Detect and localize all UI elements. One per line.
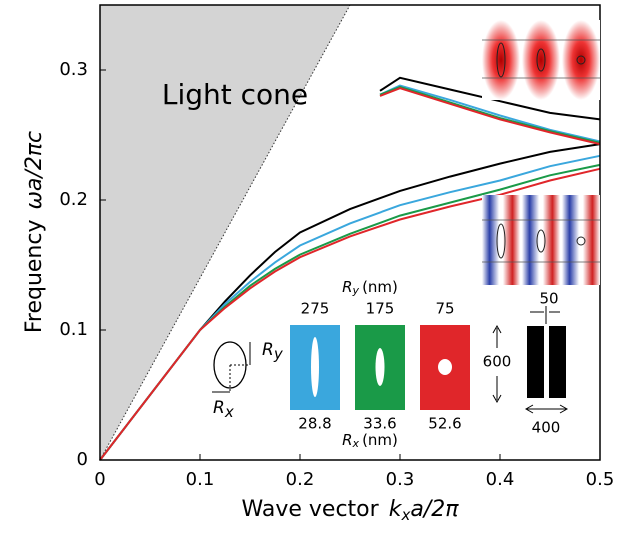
field-image [562,20,600,100]
unit: (nm) [362,431,398,449]
x-tick-label: 0.5 [586,469,615,490]
label-text: Frequency [22,220,47,334]
inset: Ry(nm) 275 175 75 28.8 33.6 52.6 Rx(nm) … [212,278,567,451]
slot-width: 400 [532,419,561,437]
subscript: x [400,506,410,524]
slot-bar [549,326,566,398]
subscript: y [273,345,284,363]
hole [438,359,452,375]
subscript: x [224,403,234,421]
x-tick-label: 0.1 [186,469,215,490]
subscript: y [352,284,360,297]
label-rest: a/2π [410,497,459,522]
slot-gap: 50 [539,290,558,308]
label-tail: c [22,131,47,143]
y-tick-label: 0.2 [59,189,88,210]
rx-value: 28.8 [298,415,331,433]
subscript: x [352,437,360,450]
ellipse-ry: Ry [262,340,284,363]
y-tick-label: 0.1 [59,319,88,340]
x-tick-label: 0 [94,469,105,490]
field-profiles [482,20,600,285]
x-tick-label: 0.2 [286,469,315,490]
field-image [562,195,600,285]
y-axis-label: Frequency ωa/2πc [22,131,47,333]
ry-value: 275 [301,300,330,318]
rx-footer: Rx(nm) [342,431,398,451]
ellipse-rx: Rx [213,398,234,421]
hole [311,337,319,397]
label-text: Wave vector [242,497,380,522]
field-image [522,20,560,100]
slot-bar [527,326,544,398]
field-image [482,195,520,285]
light-cone-label: Light cone [162,78,308,111]
x-tick-label: 0.3 [386,469,415,490]
symbol: ω [22,191,47,209]
field-image [482,20,520,100]
label-rest: a/2π [22,142,47,191]
x-tick-label: 0.4 [486,469,515,490]
ry-value: 75 [435,300,454,318]
slot-height: 600 [483,353,512,371]
symbol: R [262,340,274,360]
gap-arrow [530,306,560,324]
rx-value: 52.6 [428,415,461,433]
width-arrow [526,405,567,413]
ry-value: 175 [366,300,395,318]
y-tick-label: 0.3 [59,59,88,80]
chart: Light cone00.10.20.30.40.500.10.20.3 Ry(… [0,0,628,535]
field-image [522,195,560,285]
symbol: R [342,431,352,449]
symbol: R [213,398,225,418]
ry-header: Ry(nm) [342,278,398,298]
unit: (nm) [362,278,398,296]
y-tick-label: 0 [77,449,88,470]
hole [376,348,385,386]
symbol: R [342,278,352,296]
